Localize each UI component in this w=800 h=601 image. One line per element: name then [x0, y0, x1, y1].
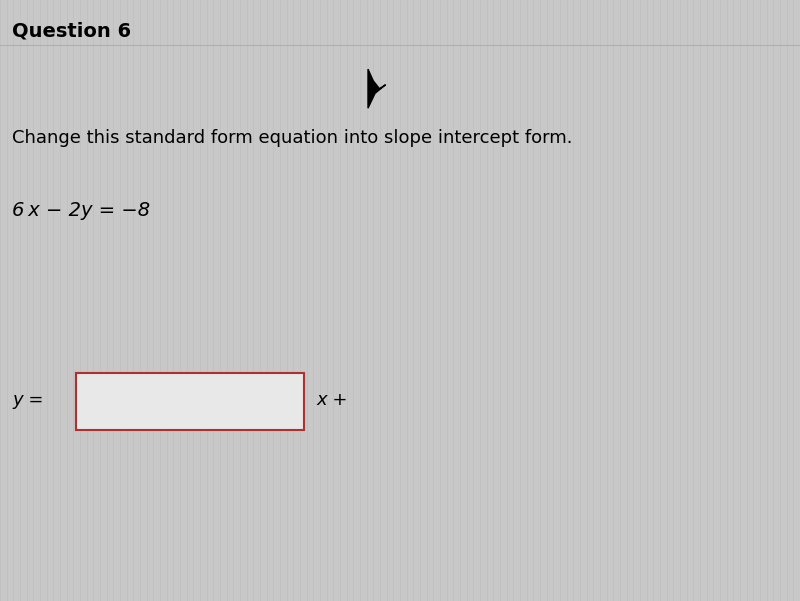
Bar: [76, 373, 304, 430]
Text: Question 6: Question 6: [12, 21, 131, 40]
Text: Change this standard form equation into slope intercept form.: Change this standard form equation into …: [12, 129, 573, 147]
Text: x +: x +: [316, 391, 347, 409]
Polygon shape: [368, 69, 386, 108]
Text: y =: y =: [12, 391, 43, 409]
Text: 6 x − 2y = −8: 6 x − 2y = −8: [12, 201, 150, 221]
